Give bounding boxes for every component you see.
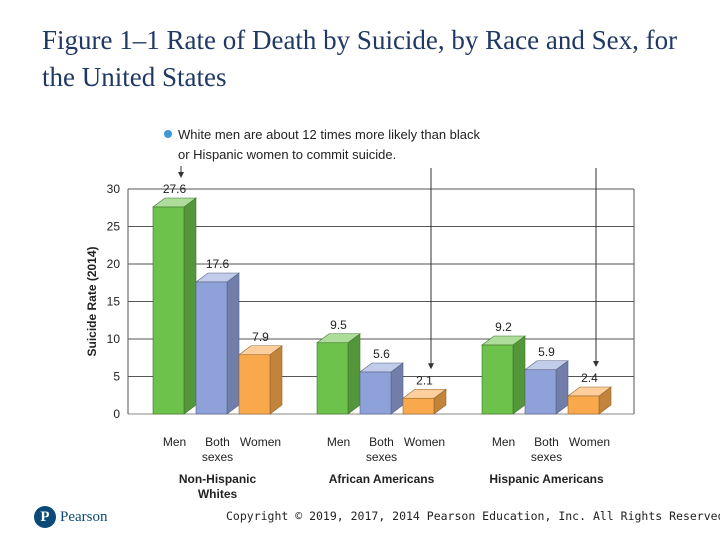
group-label: Non-Hispanic [179, 472, 257, 486]
bar-both [524, 369, 557, 415]
note-text-line-2: or Hispanic women to commit suicide. [178, 147, 396, 162]
bar-value-label: 7.9 [252, 330, 269, 344]
bar-value-label: 9.2 [495, 320, 512, 334]
y-tick-label: 20 [107, 257, 121, 271]
x-tick-label: Both [369, 435, 394, 449]
bar-side [183, 197, 197, 415]
x-tick-label: Women [404, 435, 445, 449]
bar-side [226, 272, 240, 415]
y-tick-label: 0 [113, 407, 120, 421]
bar-both [359, 371, 392, 415]
pearson-logo-text: Pearson [60, 508, 108, 525]
bar-side [347, 333, 361, 415]
bar-women [238, 354, 271, 415]
note-bullet-icon [164, 130, 172, 138]
bar-women [567, 395, 600, 415]
x-tick-label: Both [205, 435, 230, 449]
bar-value-label: 2.1 [416, 373, 433, 387]
bar-women [402, 397, 435, 415]
x-tick-label: Both [534, 435, 559, 449]
copyright-notice: Copyright © 2019, 2017, 2014 Pearson Edu… [226, 509, 720, 523]
bar-side [512, 335, 526, 415]
group-label: Whites [198, 487, 238, 501]
x-tick-label: Women [240, 435, 281, 449]
x-tick-label: Men [327, 435, 350, 449]
pearson-logo: P Pearson [34, 506, 108, 528]
group-label: African Americans [329, 472, 435, 486]
bar-men [481, 344, 514, 415]
x-tick-label: sexes [202, 450, 233, 464]
bar-value-label: 9.5 [330, 318, 347, 332]
y-tick-label: 30 [107, 182, 121, 196]
bar-side [269, 345, 283, 415]
x-tick-label: Men [163, 435, 186, 449]
bar-value-label: 5.6 [373, 347, 390, 361]
bar-value-label: 5.9 [538, 345, 555, 359]
slide-title: Figure 1–1 Rate of Death by Suicide, by … [42, 25, 678, 92]
annotation-arrow-hispanic-women-head [593, 361, 599, 367]
bar-both [195, 281, 228, 415]
bar-value-label: 27.6 [163, 182, 187, 196]
x-tick-label: sexes [531, 450, 562, 464]
bar-value-label: 17.6 [206, 257, 230, 271]
y-tick-label: 25 [107, 220, 121, 234]
x-tick-label: Women [569, 435, 610, 449]
x-tick-label: sexes [366, 450, 397, 464]
bar-men [152, 206, 185, 415]
annotation-arrow-black-women-head [428, 363, 434, 370]
y-tick-label: 5 [113, 370, 120, 384]
pearson-logo-icon: P [34, 506, 56, 528]
note-text-line-1: White men are about 12 times more likely… [178, 127, 481, 142]
bar-value-label: 2.4 [581, 371, 598, 385]
y-tick-label: 15 [107, 295, 121, 309]
annotation-arrow-white-men-head [178, 172, 184, 178]
y-axis-label: Suicide Rate (2014) [85, 246, 99, 356]
y-tick-label: 10 [107, 332, 121, 346]
bar-men [316, 342, 349, 415]
group-label: Hispanic Americans [489, 472, 604, 486]
x-tick-label: Men [492, 435, 515, 449]
